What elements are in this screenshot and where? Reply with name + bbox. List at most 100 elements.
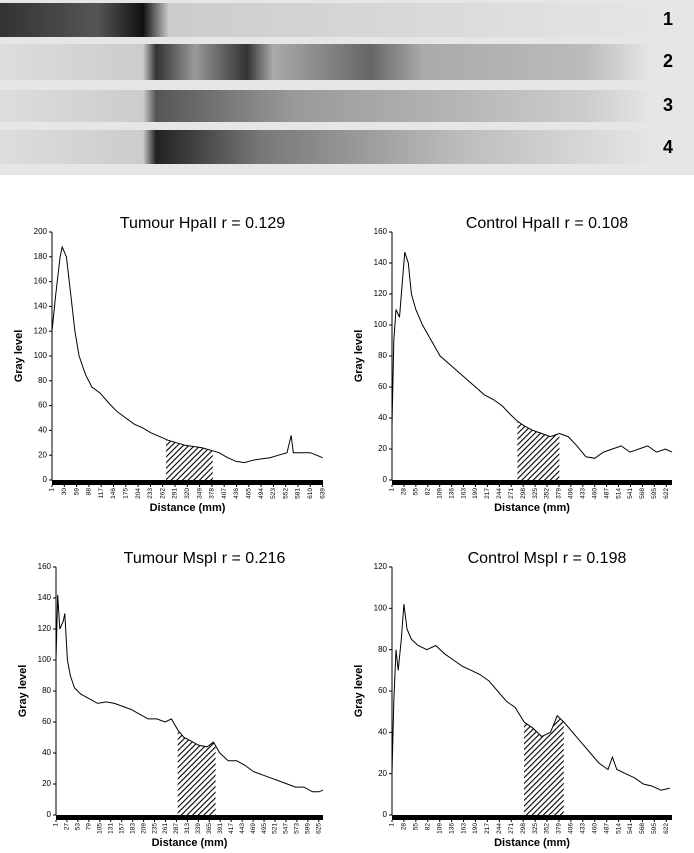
y-tick-label: 80 [378,645,387,654]
x-tick-label: 406 [568,823,575,834]
x-tick-label: 163 [460,823,467,834]
x-tick-label: 622 [663,823,670,834]
x-tick-label: 541 [627,488,634,499]
x-tick-label: 568 [639,823,646,834]
x-tick-label: 460 [591,488,598,499]
y-tick-label: 20 [38,450,47,459]
x-tick-label: 244 [496,488,503,499]
y-tick-label: 0 [383,475,388,484]
x-tick-label: 406 [568,488,575,499]
x-tick-label: 339 [195,823,202,834]
y-tick-label: 140 [38,593,52,602]
x-tick-label: 469 [250,823,257,834]
x-tick-label: 495 [261,823,268,834]
x-tick-label: 27 [64,823,71,831]
x-tick-label: 146 [110,488,117,499]
x-tick-label: 622 [663,488,670,499]
shaded-region [166,439,213,480]
x-tick-label: 262 [159,488,166,499]
x-tick-label: 131 [107,823,114,834]
y-tick-label: 200 [34,227,48,236]
x-tick-label: 261 [162,823,169,834]
x-tick-label: 487 [603,488,610,499]
x-tick-label: 217 [484,823,491,834]
x-tick-label: 521 [272,823,279,834]
x-tick-label: 625 [316,823,323,834]
x-tick-label: 365 [206,823,213,834]
x-tick-label: 59 [73,488,80,496]
x-tick-label: 391 [217,823,224,834]
shaded-region [524,715,564,815]
y-tick-label: 60 [38,401,47,410]
y-tick-label: 140 [374,258,388,267]
x-tick-label: 514 [615,823,622,834]
x-tick-label: 320 [184,488,191,499]
x-axis-bar [52,480,323,485]
x-axis-label: Distance (mm) [494,502,570,514]
x-tick-label: 287 [173,823,180,834]
chart-title: Tumour MspI r = 0.216 [124,550,286,567]
x-tick-label: 291 [172,488,179,499]
x-tick-label: 523 [270,488,277,499]
chart-title: Control MspI r = 0.198 [468,550,627,567]
y-tick-label: 160 [34,277,48,286]
y-axis-label: Gray level [353,665,365,718]
x-tick-label: 30 [61,488,68,496]
y-axis-label: Gray level [17,665,29,718]
x-tick-label: 204 [135,488,142,499]
y-tick-label: 20 [378,444,387,453]
x-axis-bar [392,480,672,485]
x-tick-label: 1 [49,488,56,492]
y-tick-label: 100 [374,603,388,612]
y-tick-label: 20 [42,779,51,788]
x-tick-label: 28 [401,823,408,831]
x-tick-label: 460 [591,823,598,834]
x-tick-label: 379 [556,823,563,834]
lane-label: 4 [663,137,673,157]
x-tick-label: 88 [86,488,93,496]
x-tick-label: 547 [283,823,290,834]
x-tick-label: 298 [520,823,527,834]
y-tick-label: 80 [42,686,51,695]
x-tick-label: 325 [532,823,539,834]
x-tick-label: 552 [282,488,289,499]
y-tick-label: 120 [374,562,388,571]
x-axis-bar [56,815,323,820]
x-tick-label: 233 [147,488,154,499]
x-tick-label: 313 [184,823,191,834]
x-tick-label: 407 [221,488,228,499]
y-tick-label: 0 [43,475,48,484]
x-tick-label: 190 [472,823,479,834]
y-tick-label: 180 [34,252,48,261]
x-tick-label: 325 [532,488,539,499]
x-tick-label: 28 [401,488,408,496]
x-tick-label: 1 [389,488,396,492]
y-tick-label: 160 [38,562,52,571]
x-tick-label: 595 [651,823,658,834]
x-tick-label: 55 [413,823,420,831]
x-tick-label: 190 [472,488,479,499]
x-tick-label: 82 [424,488,431,496]
x-tick-label: 436 [233,488,240,499]
x-tick-label: 352 [544,823,551,834]
y-tick-label: 160 [374,227,388,236]
x-tick-label: 244 [496,823,503,834]
x-tick-label: 352 [544,488,551,499]
x-tick-label: 610 [307,488,314,499]
y-tick-label: 0 [383,810,388,819]
y-tick-label: 140 [34,302,48,311]
data-line [51,245,323,464]
y-tick-label: 20 [378,769,387,778]
y-axis-label: Gray level [13,330,25,383]
x-tick-label: 53 [75,823,82,831]
y-tick-label: 60 [378,686,387,695]
y-tick-label: 60 [378,382,387,391]
x-tick-label: 541 [627,823,634,834]
x-tick-label: 157 [118,823,125,834]
x-tick-label: 209 [140,823,147,834]
x-tick-label: 271 [508,488,515,499]
x-tick-label: 379 [556,488,563,499]
x-axis-bar [392,815,672,820]
y-tick-label: 40 [42,748,51,757]
y-tick-label: 40 [378,727,387,736]
